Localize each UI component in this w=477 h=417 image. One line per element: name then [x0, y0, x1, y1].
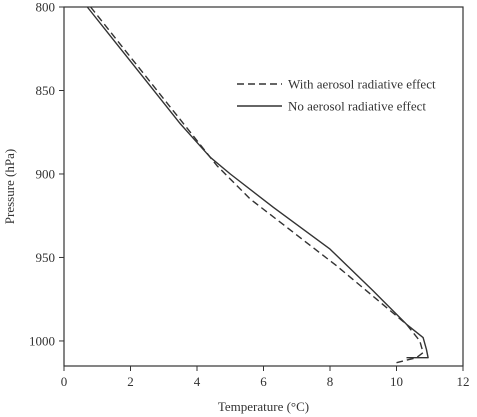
plot-frame: [63, 6, 464, 367]
x-tick-label: 8: [327, 374, 334, 389]
plot-area: [86, 6, 429, 364]
x-tick-label: 10: [390, 374, 403, 389]
series-line-no-aerosol: [86, 6, 429, 359]
series-line-with-aerosol: [90, 6, 424, 364]
x-tick-label: 4: [194, 374, 201, 389]
y-tick-label: 1000: [29, 333, 55, 348]
y-axis-label: Pressure (hPa): [2, 149, 17, 224]
x-axis-label: Temperature (°C): [218, 399, 309, 414]
y-tick-label: 850: [36, 83, 56, 98]
legend: With aerosol radiative effect No aerosol …: [237, 77, 436, 114]
y-tick-label: 800: [36, 0, 56, 15]
y-tick-label: 900: [36, 166, 56, 181]
legend-label: No aerosol radiative effect: [288, 99, 426, 114]
x-tick-label: 12: [457, 374, 470, 389]
axes: 0 2 4 6 8 10 12 800 850 900 950 1000: [29, 0, 470, 389]
x-tick-label: 6: [260, 374, 267, 389]
y-tick-label: 950: [36, 250, 56, 265]
x-tick-label: 2: [127, 374, 134, 389]
x-tick-label: 0: [61, 374, 68, 389]
legend-label: With aerosol radiative effect: [288, 77, 436, 92]
